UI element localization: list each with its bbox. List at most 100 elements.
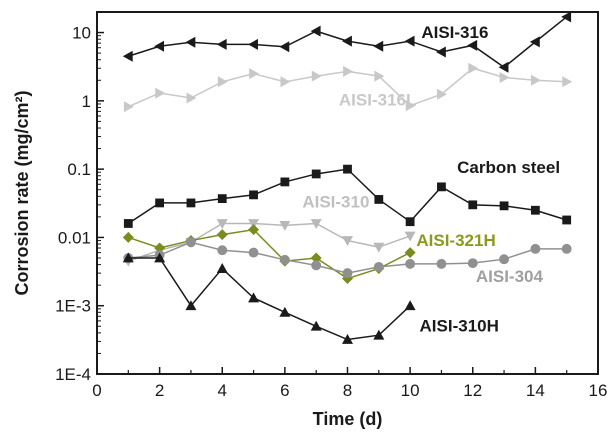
- data-point: [373, 329, 385, 340]
- series-label-aisi-304: AISI-304: [476, 267, 544, 286]
- data-point: [499, 71, 510, 83]
- data-point: [404, 300, 416, 311]
- data-point: [217, 194, 227, 204]
- x-tick-label: 10: [401, 381, 420, 400]
- data-point: [561, 11, 572, 23]
- y-tick-label: 1E-4: [55, 365, 91, 384]
- data-point: [467, 258, 478, 269]
- data-point: [154, 242, 166, 254]
- data-point: [467, 39, 478, 51]
- data-point: [404, 247, 416, 259]
- data-point: [123, 101, 134, 113]
- data-point: [154, 252, 166, 263]
- x-tick-label: 16: [589, 381, 608, 400]
- data-point: [499, 254, 510, 265]
- data-point: [530, 205, 540, 215]
- series-label-aisi-316: AISI-316: [421, 23, 488, 42]
- data-point: [249, 190, 258, 200]
- series-label-aisi-310h: AISI-310H: [420, 316, 499, 335]
- data-point: [186, 92, 197, 104]
- data-point: [468, 62, 479, 74]
- x-tick-label: 14: [526, 381, 545, 400]
- data-point: [154, 40, 165, 52]
- data-point: [217, 76, 228, 88]
- data-point: [248, 247, 259, 258]
- data-point: [373, 242, 385, 253]
- data-point: [310, 252, 322, 264]
- data-point: [216, 229, 228, 241]
- data-point: [405, 258, 416, 269]
- x-tick-label: 12: [463, 381, 482, 400]
- data-point: [122, 252, 134, 263]
- data-point: [437, 88, 447, 100]
- data-point: [529, 36, 540, 48]
- series-line: [128, 222, 411, 262]
- series-label-aisi-316l: AISI-316L: [339, 91, 416, 110]
- x-tick-label: 4: [218, 381, 227, 400]
- y-tick-label: 1E-3: [55, 297, 91, 316]
- data-point: [342, 236, 353, 247]
- series-line: [128, 228, 411, 280]
- data-point: [530, 74, 541, 86]
- data-point: [562, 76, 573, 88]
- data-point: [279, 306, 291, 317]
- series-aisi-316: [122, 11, 572, 73]
- series-aisi-304: [123, 237, 572, 279]
- data-point: [185, 300, 197, 311]
- data-point: [342, 334, 353, 344]
- series-layer: [122, 11, 573, 344]
- data-point: [468, 200, 478, 210]
- series-aisi-321h: [122, 224, 416, 285]
- data-point: [373, 261, 384, 272]
- series-label-aisi-321h: AISI-321H: [416, 231, 495, 250]
- data-point: [122, 231, 134, 243]
- y-tick-label: 0.01: [58, 228, 91, 247]
- data-point: [123, 219, 133, 228]
- y-axis-ticks: 1E-4 1E-3 0.01 0.1 1 10: [55, 24, 104, 384]
- data-point: [248, 219, 260, 229]
- data-point: [343, 65, 353, 77]
- y-tick-label: 0.1: [67, 160, 91, 179]
- series-label-carbon-steel: Carbon steel: [457, 158, 560, 177]
- data-point: [530, 243, 541, 254]
- data-point: [374, 70, 385, 82]
- data-point: [279, 254, 290, 265]
- data-point: [343, 164, 352, 174]
- data-point: [437, 182, 446, 192]
- data-point: [342, 35, 352, 47]
- data-point: [436, 258, 447, 269]
- series-label-aisi-310: AISI-310: [302, 192, 369, 211]
- data-point: [562, 215, 572, 225]
- data-point: [155, 87, 166, 99]
- data-point: [216, 219, 228, 229]
- data-point: [248, 224, 260, 236]
- data-point: [373, 40, 384, 52]
- data-point: [248, 38, 258, 50]
- data-point: [186, 198, 196, 208]
- data-point: [498, 61, 509, 73]
- annotation-layer: AISI-316 AISI-316L Carbon steel AISI-310 AIS…: [302, 23, 560, 335]
- y-axis-title: Corrosion rate (mg/cm²): [12, 90, 32, 295]
- data-point: [216, 38, 227, 50]
- data-point: [310, 320, 322, 331]
- data-point: [561, 243, 572, 254]
- x-tick-label: 8: [343, 381, 352, 400]
- data-point: [310, 25, 321, 37]
- data-point: [249, 68, 260, 80]
- y-tick-label: 1: [82, 92, 91, 111]
- x-axis-ticks: 0 2 4 6 8 10 12 14 16: [92, 367, 607, 400]
- data-point: [311, 169, 321, 179]
- data-point: [405, 217, 415, 227]
- data-point: [342, 268, 353, 279]
- data-point: [405, 100, 416, 112]
- data-point: [404, 35, 415, 47]
- series-aisi-310h: [122, 252, 416, 344]
- data-point: [216, 263, 228, 273]
- series-carbon-steel: [123, 164, 572, 228]
- data-point: [279, 220, 291, 231]
- data-point: [155, 198, 165, 208]
- series-aisi-316l: [123, 62, 573, 113]
- data-point: [248, 292, 260, 303]
- x-tick-label: 0: [92, 381, 101, 400]
